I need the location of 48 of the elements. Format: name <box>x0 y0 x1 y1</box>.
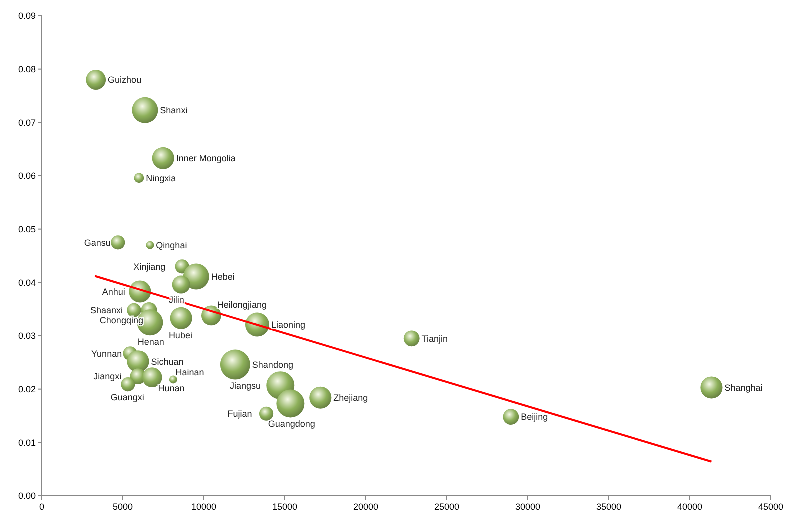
annotation: Shanghai <box>724 382 763 393</box>
annotation: Hebei <box>211 272 235 282</box>
annotation: Fujian <box>228 409 252 420</box>
annotation: Guangxi <box>110 392 144 403</box>
y-tick-label: 0.07 <box>18 118 36 128</box>
x-tick-label: 10000 <box>191 502 217 512</box>
x-tick-label: 30000 <box>515 502 541 512</box>
x-tick-label: 25000 <box>434 502 460 512</box>
annotation: Henan <box>138 336 164 347</box>
annotation: Tianjin <box>422 334 448 344</box>
x-tick-label: 15000 <box>272 502 298 512</box>
y-tick-label: 0.08 <box>18 64 36 74</box>
x-tick-label: 45000 <box>758 502 784 512</box>
y-tick-label: 0.03 <box>18 331 36 342</box>
annotation: Ningxia <box>146 173 176 184</box>
annotation: Liaoning <box>271 320 306 330</box>
annotation: Gansu <box>84 238 111 248</box>
annotation: Guangdong <box>268 418 316 429</box>
y-tick-label: 0.02 <box>18 384 36 394</box>
annotation: Yunnan <box>92 348 122 359</box>
y-tick-label: 0.06 <box>18 171 36 182</box>
y-tick-label: 0.01 <box>18 438 36 448</box>
annotation: Inner Mongolia <box>176 154 236 164</box>
y-tick-label: 0.05 <box>18 224 36 234</box>
annotation: Jiangxi <box>94 372 122 382</box>
x-tick-label: 35000 <box>596 502 622 512</box>
annotation: Shanxi <box>160 106 188 116</box>
x-tick-label: 40000 <box>677 502 703 512</box>
annotation: Xinjiang <box>134 262 166 272</box>
y-tick-label: 0.00 <box>18 491 36 502</box>
annotation: Shaanxi <box>90 306 124 316</box>
annotation: Zhejiang <box>334 393 368 404</box>
annotation: Heilongjiang <box>217 300 267 310</box>
annotation: Guizhou <box>108 75 142 86</box>
x-tick-label: 20000 <box>353 502 379 512</box>
annotation: Anhui <box>102 286 126 297</box>
annotation: Hubei <box>168 330 192 341</box>
annotation: Jiangsu <box>230 380 262 391</box>
annotation: Sichuan <box>151 356 184 367</box>
annotation: Qinghai <box>156 240 188 250</box>
x-tick-label: 0 <box>39 502 45 512</box>
y-tick-label: 0.04 <box>18 278 36 288</box>
annotation: Hainan <box>176 368 204 378</box>
y-tick-label: 0.09 <box>18 11 36 22</box>
x-tick-label: 5000 <box>112 502 134 512</box>
annotation: Shandong <box>252 360 294 370</box>
annotation: Hunan <box>158 384 185 394</box>
annotation: Beijing <box>521 412 548 422</box>
